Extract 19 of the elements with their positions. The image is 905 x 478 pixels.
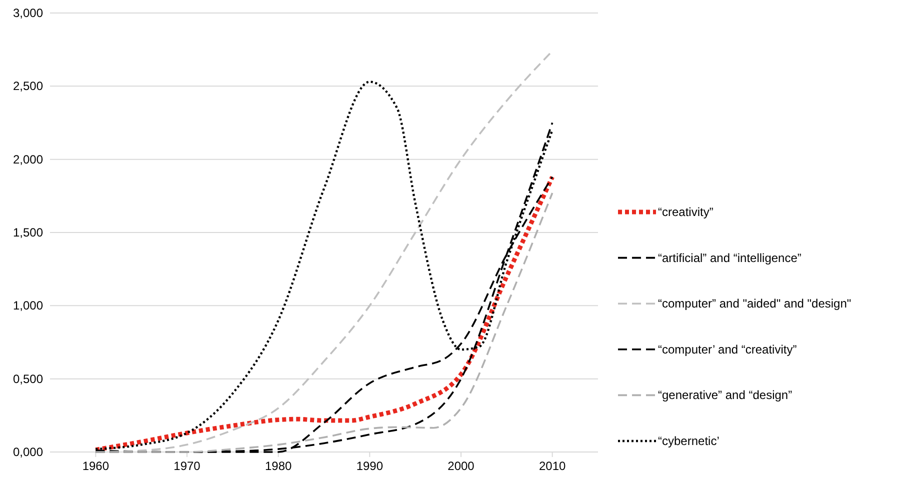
y-tick-label: 1,500 <box>12 226 44 240</box>
x-tick-label: 1970 <box>174 459 201 473</box>
x-tick-label: 1960 <box>82 459 110 473</box>
y-tick-label: 1,000 <box>12 298 44 313</box>
y-tick-label: 2,000 <box>12 152 44 166</box>
x-tick-label: 1990 <box>356 459 384 473</box>
legend-label: “creativity” <box>658 205 714 219</box>
y-tick-label: 0,000 <box>12 445 44 459</box>
legend-label: “generative” and “design” <box>658 388 792 402</box>
legend-label: “artificial” and “intelligence” <box>658 250 802 265</box>
x-tick-label: 2010 <box>538 459 566 473</box>
legend-label: “computer’ and “creativity” <box>658 342 797 356</box>
y-tick-label: 0,500 <box>12 372 44 386</box>
x-tick-label: 1980 <box>264 459 292 473</box>
y-tick-label: 2,500 <box>12 79 44 94</box>
legend-label: “cybernetic’ <box>658 434 720 448</box>
x-tick-label: 2000 <box>448 459 475 473</box>
y-tick-label: 3,000 <box>12 6 44 20</box>
legend-label: “computer” and "aided" and "design" <box>658 296 852 311</box>
